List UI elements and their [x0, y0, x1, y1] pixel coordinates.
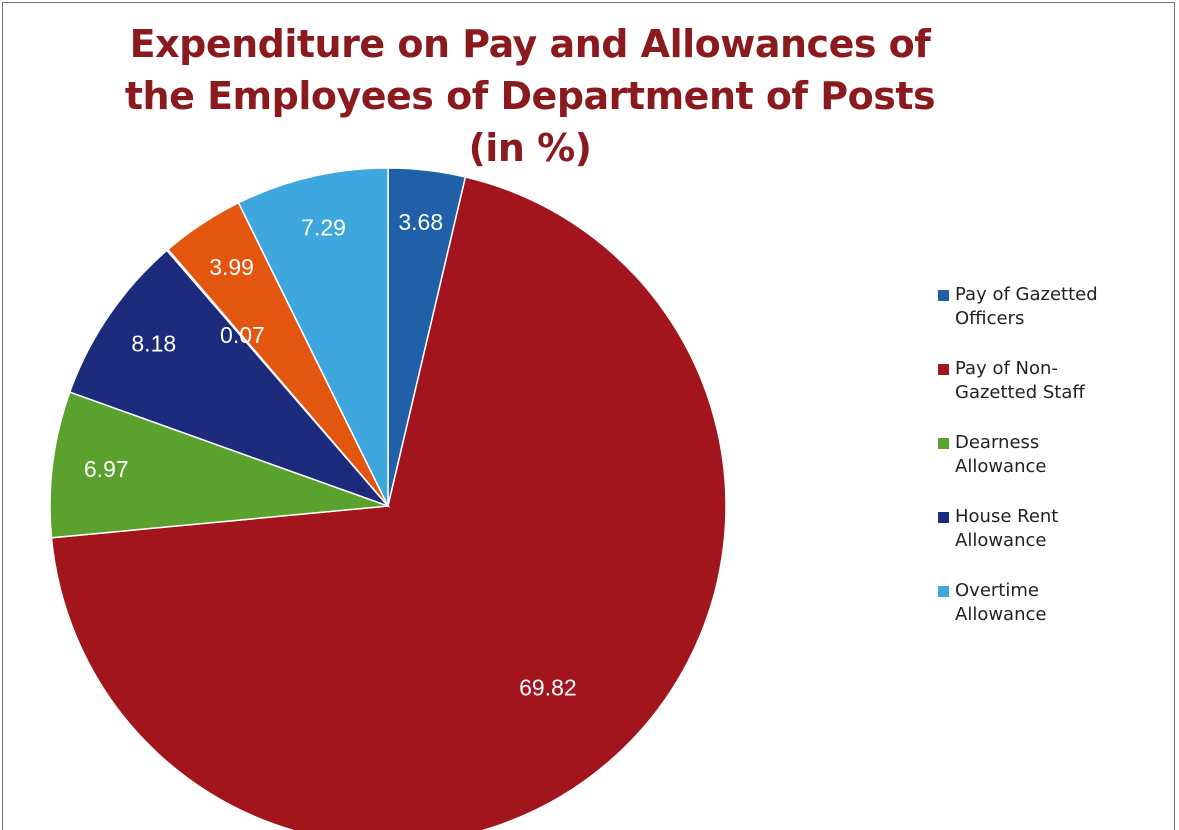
legend: Pay of Gazetted Officers Pay of Non-Gazet… [938, 283, 1173, 627]
legend-label: House Rent Allowance [955, 506, 1059, 551]
data-label: 3.68 [398, 209, 443, 235]
legend-label: Pay of Gazetted Officers [955, 284, 1098, 329]
legend-label: Dearness Allowance [955, 432, 1047, 477]
data-label: 6.97 [84, 456, 129, 482]
legend-entry: Pay of Non-Gazetted Staff [938, 357, 1173, 405]
legend-label: Pay of Non-Gazetted Staff [955, 358, 1085, 403]
pie-slice [49, 391, 389, 539]
legend-entry: Dearness Allowance [938, 431, 1173, 479]
legend-swatch [938, 438, 949, 449]
pie-slice [68, 249, 391, 508]
data-label: 8.18 [131, 331, 176, 357]
legend-entry: House Rent Allowance [938, 505, 1173, 553]
pie-slice [237, 167, 389, 507]
legend-swatch [938, 364, 949, 375]
legend-entry: Pay of Gazetted Officers [938, 283, 1173, 331]
data-label: 0.07 [220, 322, 265, 348]
legend-swatch [938, 512, 949, 523]
data-label: 7.29 [301, 215, 346, 241]
data-label: 69.82 [519, 675, 577, 701]
chart-title: Expenditure on Pay and Allowances of the… [124, 22, 936, 170]
legend-swatch [938, 290, 949, 301]
legend-entry: Overtime Allowance [938, 579, 1173, 627]
data-label: 3.99 [209, 254, 254, 280]
legend-swatch [938, 586, 949, 597]
legend-label: Overtime Allowance [955, 580, 1047, 625]
